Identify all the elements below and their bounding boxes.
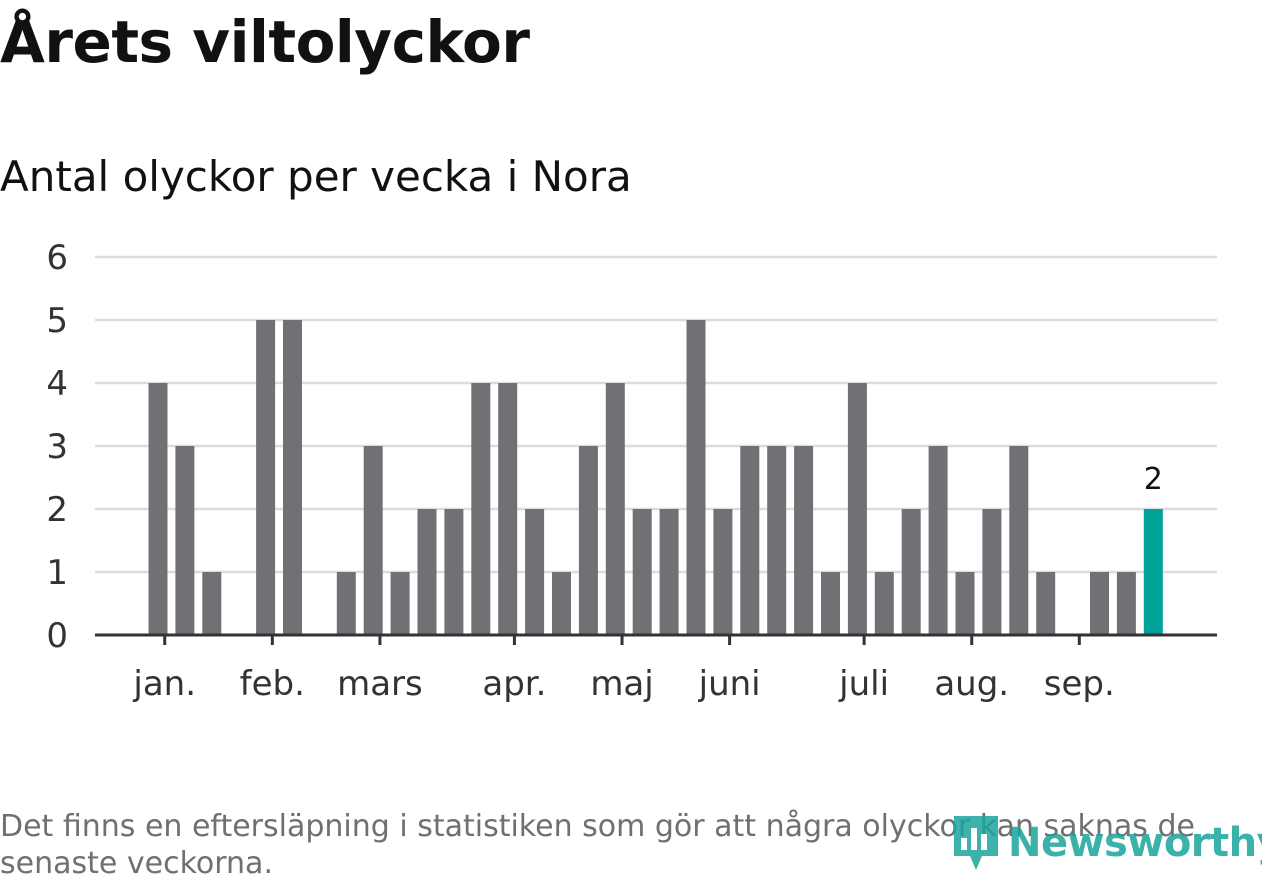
bar bbox=[390, 572, 410, 635]
bar bbox=[982, 509, 1002, 635]
bar bbox=[794, 446, 814, 635]
y-tick-label: 5 bbox=[46, 301, 68, 341]
bar bbox=[1036, 572, 1056, 635]
chart-title: Årets viltolyckor bbox=[0, 8, 530, 76]
chart-subtitle: Antal olyckor per vecka i Nora bbox=[0, 152, 632, 201]
logo-text: Newsworthy bbox=[1008, 820, 1262, 866]
bar bbox=[525, 509, 545, 635]
gridlines bbox=[95, 255, 1217, 574]
bar bbox=[632, 509, 652, 635]
y-tick-label: 1 bbox=[46, 553, 68, 593]
y-tick-label: 4 bbox=[46, 364, 68, 404]
bar bbox=[847, 383, 867, 635]
bar bbox=[1090, 572, 1109, 635]
bars bbox=[148, 320, 1163, 635]
x-tick-label: juni bbox=[698, 664, 761, 704]
x-tick-label: apr. bbox=[482, 664, 546, 704]
bar bbox=[821, 572, 840, 635]
bar bbox=[498, 383, 518, 635]
bar bbox=[955, 572, 975, 635]
x-tick-label: feb. bbox=[240, 664, 305, 704]
bar bbox=[578, 446, 598, 635]
bar-highlight bbox=[1143, 509, 1163, 635]
bar bbox=[928, 446, 948, 635]
newsworthy-logo: Newsworthy bbox=[950, 812, 1262, 874]
y-tick-label: 2 bbox=[46, 490, 68, 530]
x-tick-label: mars bbox=[337, 664, 423, 704]
bar bbox=[363, 446, 383, 635]
bar bbox=[659, 509, 679, 635]
bar bbox=[256, 320, 276, 635]
bar bbox=[874, 572, 894, 635]
x-tick-label: maj bbox=[590, 664, 653, 704]
y-axis-ticks: 0 1 2 3 4 5 6 bbox=[46, 238, 68, 656]
bar-chart: 0 1 2 3 4 5 6 jan. feb. mars apr. maj juni juli aug. s… bbox=[46, 238, 1217, 704]
bar-chart-pin-icon bbox=[954, 816, 998, 870]
bar bbox=[901, 509, 921, 635]
bar bbox=[202, 572, 222, 635]
x-tick-label: aug. bbox=[934, 664, 1009, 704]
bar bbox=[148, 383, 168, 635]
bar bbox=[1116, 572, 1136, 635]
bar bbox=[605, 383, 625, 635]
bar bbox=[175, 446, 195, 635]
x-tick-label: jan. bbox=[132, 664, 196, 704]
y-tick-label: 6 bbox=[46, 238, 68, 278]
y-tick-label: 0 bbox=[46, 616, 68, 656]
y-tick-label: 3 bbox=[46, 427, 68, 467]
bar bbox=[444, 509, 464, 635]
bar bbox=[552, 572, 571, 635]
x-tick-label: juli bbox=[838, 664, 889, 704]
bar bbox=[767, 446, 787, 635]
bar bbox=[686, 320, 706, 635]
x-tick-label: sep. bbox=[1044, 664, 1115, 704]
bar bbox=[336, 572, 356, 635]
bar bbox=[713, 509, 733, 635]
data-labels: 2 bbox=[1144, 462, 1163, 497]
bar bbox=[417, 509, 437, 635]
bar bbox=[471, 383, 491, 635]
x-axis: jan. feb. mars apr. maj juni juli aug. sep. bbox=[95, 633, 1217, 704]
bar bbox=[283, 320, 302, 635]
bar bbox=[740, 446, 760, 635]
bar bbox=[1009, 446, 1029, 635]
data-label: 2 bbox=[1144, 462, 1163, 497]
